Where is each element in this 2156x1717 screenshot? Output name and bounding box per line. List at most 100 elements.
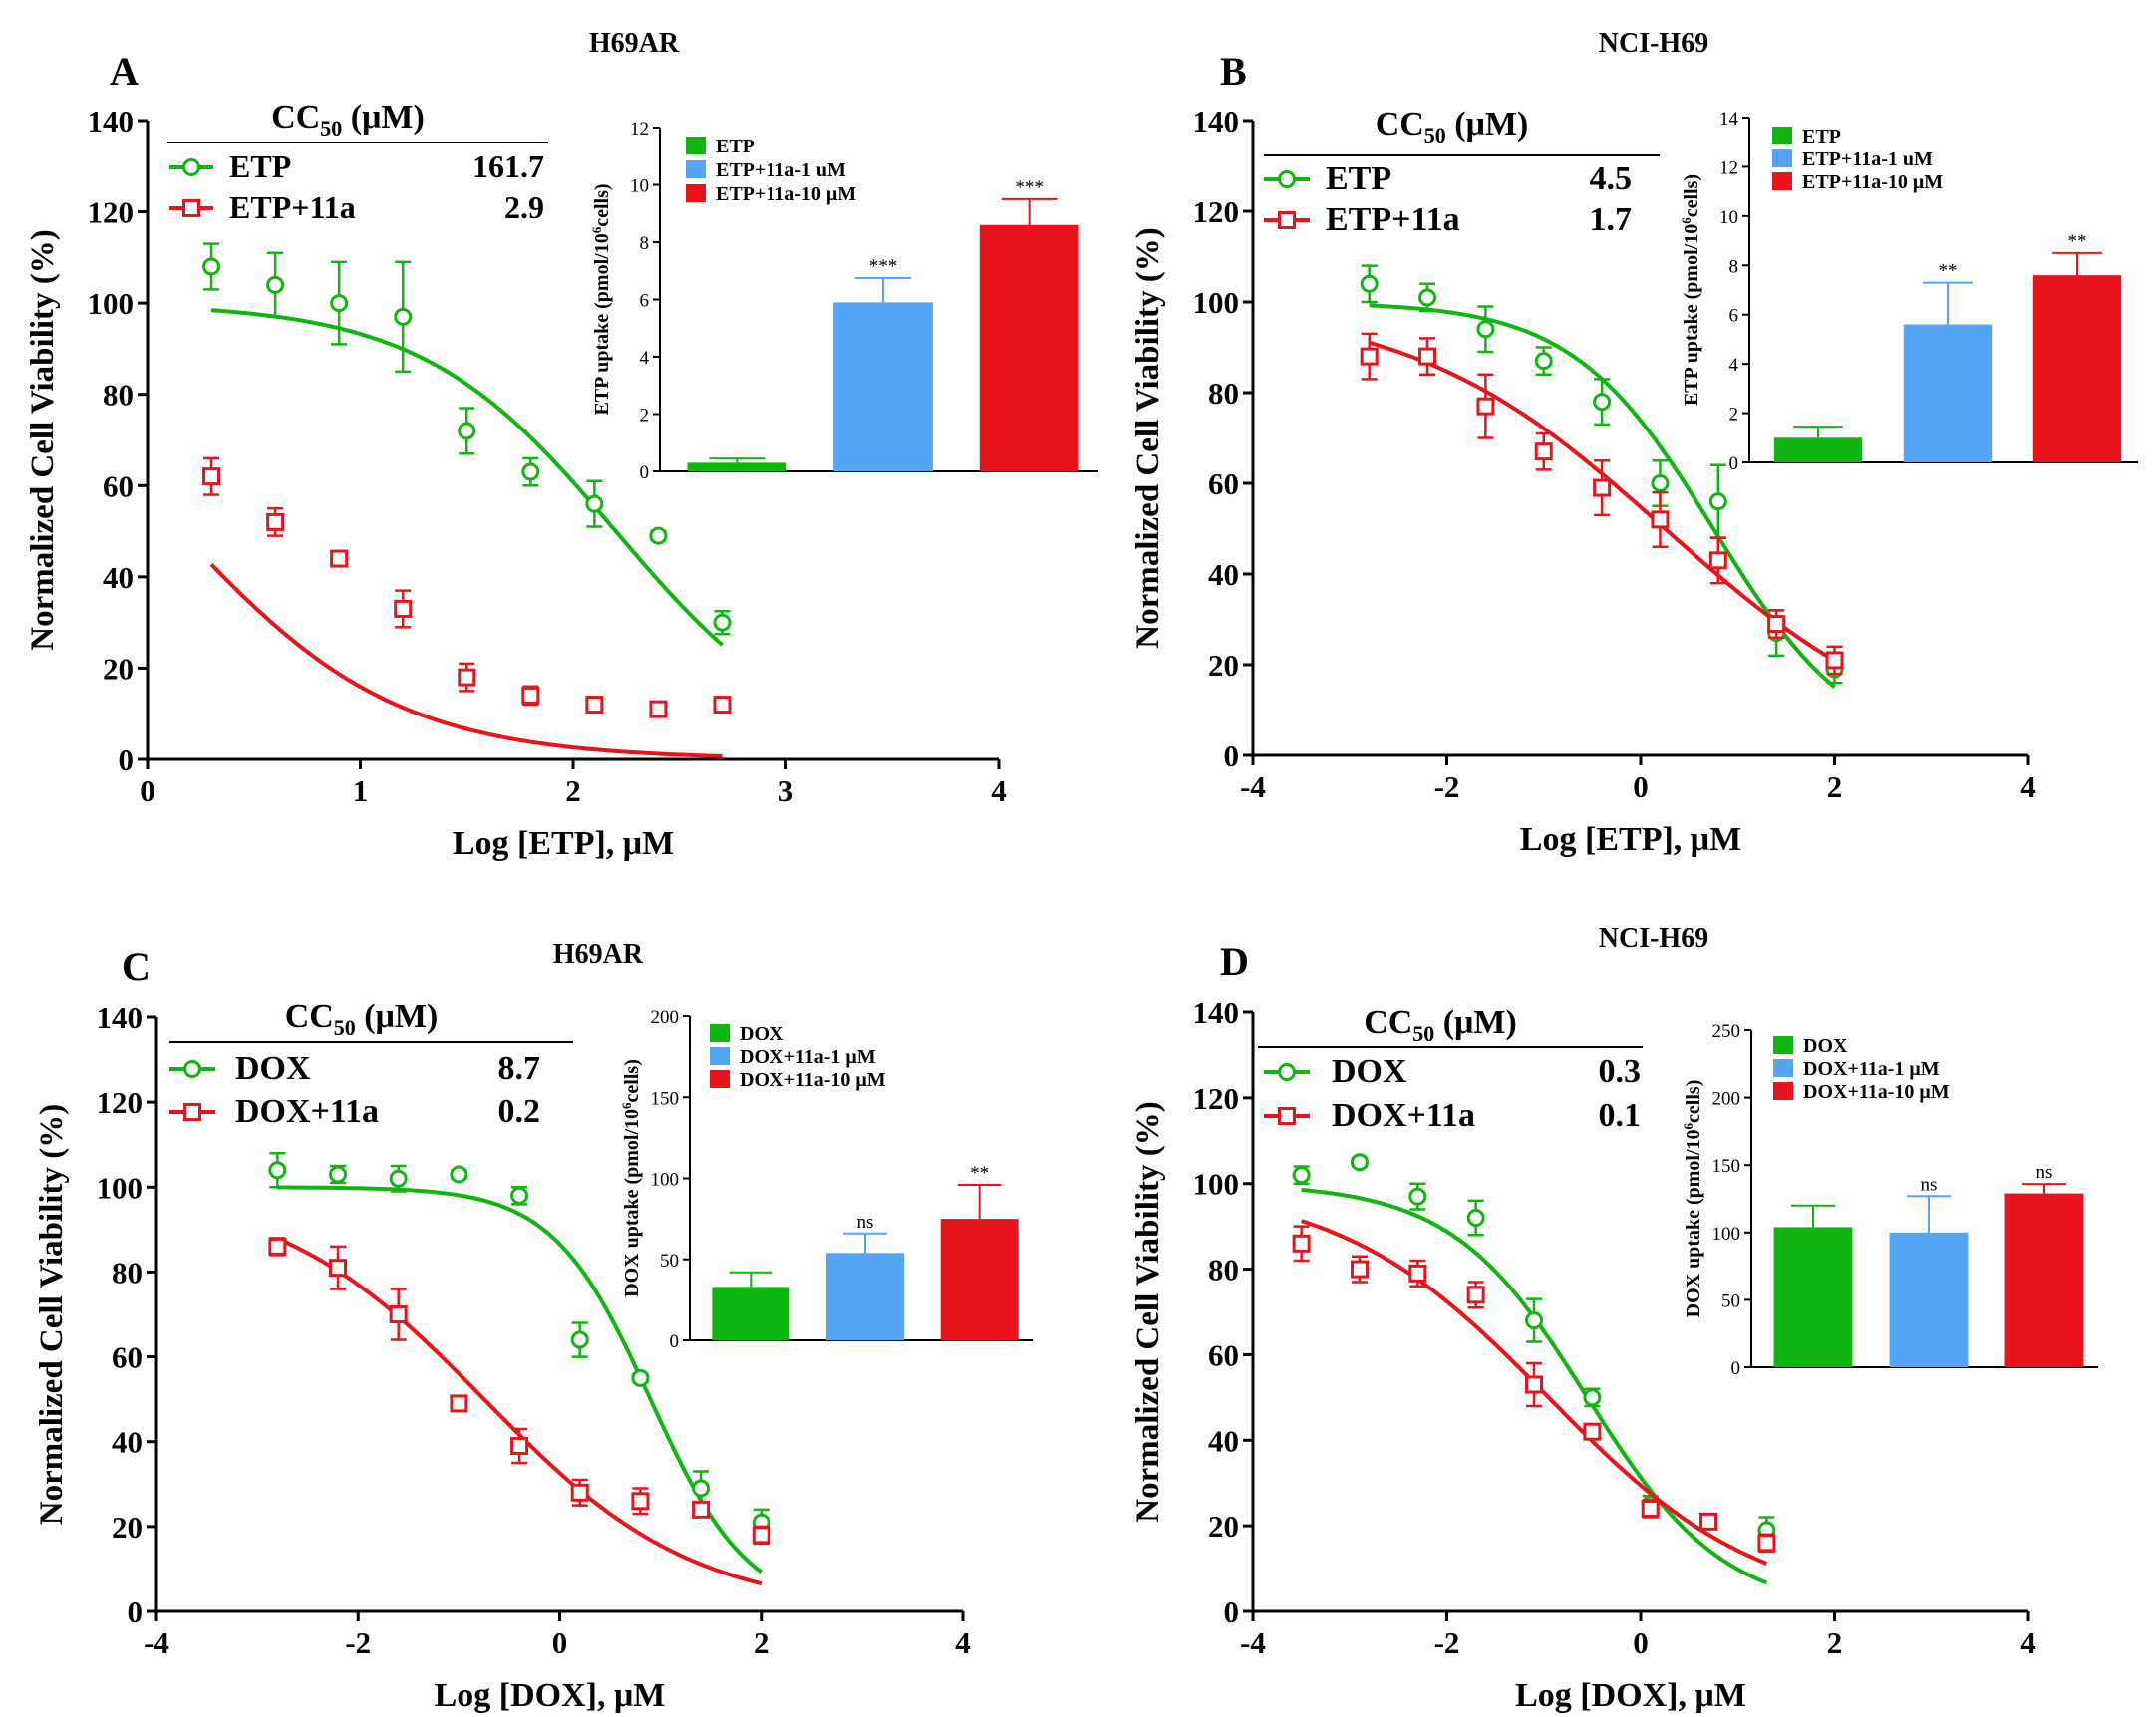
data-point bbox=[458, 422, 476, 440]
inset-legend-swatch bbox=[1773, 1036, 1793, 1054]
y-tick-label: 40 bbox=[103, 560, 134, 595]
panel-title: NCI-H69 bbox=[1599, 28, 1708, 59]
legend-label: ETP bbox=[229, 148, 291, 184]
data-point bbox=[631, 1492, 650, 1511]
panel-letter: D bbox=[1220, 939, 1249, 984]
inset-legend-label: DOX+11a-10 μM bbox=[740, 1069, 886, 1091]
cc50-header: CC50 (μM) bbox=[271, 99, 425, 141]
y-tick-label: 140 bbox=[88, 104, 135, 139]
data-point bbox=[266, 512, 285, 531]
inset-y-tick-label: 50 bbox=[1721, 1290, 1740, 1311]
inset-y-axis-title-superscript: 6 bbox=[619, 1102, 634, 1109]
data-point bbox=[389, 1305, 408, 1323]
data-point bbox=[585, 494, 604, 513]
inset-bar bbox=[833, 302, 933, 471]
data-point bbox=[649, 700, 668, 718]
data-point bbox=[1651, 474, 1670, 492]
y-tick-label: 40 bbox=[112, 1425, 143, 1460]
data-point bbox=[268, 1237, 287, 1256]
data-point bbox=[713, 696, 732, 715]
legend-marker bbox=[183, 1060, 201, 1078]
x-axis-title: Log [ETP], μM bbox=[1520, 821, 1741, 858]
inset-y-tick-label: 4 bbox=[1729, 355, 1739, 376]
data-point bbox=[1641, 1499, 1660, 1518]
inset-legend-label: ETP+11a-10 μM bbox=[716, 183, 856, 205]
legend-label: DOX bbox=[235, 1050, 311, 1087]
data-point bbox=[1534, 352, 1553, 371]
inset-significance-label: ns bbox=[1921, 1174, 1938, 1195]
legend-label: DOX bbox=[1332, 1053, 1407, 1090]
inset-bar bbox=[687, 462, 787, 471]
y-tick-label: 60 bbox=[1208, 1337, 1239, 1372]
data-point bbox=[1708, 551, 1727, 570]
y-tick-label: 100 bbox=[1193, 1167, 1240, 1202]
y-axis-title: Normalized Cell Viability (%) bbox=[25, 229, 61, 651]
fit-curve-DOX bbox=[277, 1185, 764, 1574]
data-point bbox=[1593, 478, 1612, 497]
data-point bbox=[394, 307, 413, 326]
data-point bbox=[1825, 651, 1844, 670]
y-tick-label: 80 bbox=[112, 1255, 143, 1289]
cc50-subscript: 50 bbox=[1424, 123, 1446, 147]
inset-y-tick-label: 10 bbox=[1719, 207, 1738, 228]
y-tick-label: 0 bbox=[128, 1594, 144, 1629]
x-tick-label: 2 bbox=[565, 773, 581, 808]
data-point bbox=[1534, 442, 1553, 461]
x-tick-label: 4 bbox=[955, 1625, 971, 1660]
data-point bbox=[1350, 1153, 1369, 1172]
inset-y-tick-label: 8 bbox=[1729, 256, 1739, 277]
y-tick-label: 120 bbox=[97, 1085, 144, 1120]
cc50-value: 0.2 bbox=[498, 1093, 541, 1130]
x-tick-label: 2 bbox=[1827, 1625, 1843, 1660]
data-point bbox=[330, 294, 349, 313]
y-tick-label: 20 bbox=[1208, 648, 1239, 683]
y-tick-label: 120 bbox=[1193, 194, 1240, 229]
inset-y-axis-title-tail: cells) bbox=[591, 183, 613, 226]
inset-y-tick-label: 100 bbox=[1712, 1224, 1741, 1245]
cc50-subscript: 50 bbox=[1412, 1021, 1434, 1046]
inset-legend-swatch bbox=[686, 137, 706, 154]
data-point bbox=[268, 1161, 287, 1180]
panel-title: H69AR bbox=[553, 939, 644, 970]
inset-legend-label: ETP+11a-1 uM bbox=[1802, 148, 1933, 170]
legend-marker bbox=[1278, 1063, 1296, 1081]
inset-y-tick-label: 12 bbox=[630, 119, 649, 140]
inset-bar bbox=[1773, 437, 1863, 462]
y-tick-label: 100 bbox=[88, 286, 135, 321]
y-axis-title: Normalized Cell Viability (%) bbox=[1130, 227, 1166, 649]
y-tick-label: 60 bbox=[112, 1340, 143, 1375]
inset-significance-label: ** bbox=[2068, 231, 2087, 252]
x-tick-label: 0 bbox=[140, 773, 155, 808]
data-point bbox=[570, 1330, 589, 1349]
legend-label: ETP+11a bbox=[1326, 201, 1460, 238]
data-point bbox=[1360, 274, 1379, 293]
inset-legend-swatch bbox=[710, 1070, 730, 1088]
inset-y-tick-label: 8 bbox=[640, 233, 650, 254]
inset-y-tick-label: 100 bbox=[651, 1170, 680, 1191]
legend-marker bbox=[182, 199, 200, 217]
y-tick-label: 60 bbox=[1208, 466, 1239, 501]
inset-y-axis-title-tail: cells) bbox=[1683, 1080, 1704, 1123]
cc50-unit: (μM) bbox=[342, 99, 425, 136]
inset-bar bbox=[940, 1219, 1019, 1340]
cc50-value: 4.5 bbox=[1590, 160, 1633, 197]
y-tick-label: 140 bbox=[97, 1001, 144, 1035]
legend-marker bbox=[183, 1103, 201, 1121]
inset-y-axis-title-tail: cells) bbox=[621, 1059, 643, 1102]
inset-y-tick-label: 2 bbox=[640, 406, 650, 427]
data-point bbox=[1408, 1187, 1427, 1206]
inset-significance-label: ns bbox=[2036, 1162, 2053, 1183]
legend-marker bbox=[1278, 170, 1296, 188]
inset-y-tick-label: 150 bbox=[651, 1088, 680, 1109]
cc50-header: CC50 (μM) bbox=[1364, 1004, 1517, 1046]
cc50-value: 161.7 bbox=[472, 148, 544, 184]
inset-bar bbox=[1889, 1232, 1969, 1367]
y-tick-label: 80 bbox=[103, 378, 134, 413]
y-tick-label: 80 bbox=[1208, 1253, 1239, 1288]
y-axis-title: Normalized Cell Viability (%) bbox=[34, 1104, 70, 1526]
inset-significance-label: *** bbox=[869, 256, 898, 277]
inset-legend-label: DOX+11a-10 μM bbox=[1803, 1081, 1950, 1103]
inset-y-tick-label: 0 bbox=[670, 1331, 680, 1352]
inset-y-axis-title-tail: cells) bbox=[1681, 174, 1702, 217]
